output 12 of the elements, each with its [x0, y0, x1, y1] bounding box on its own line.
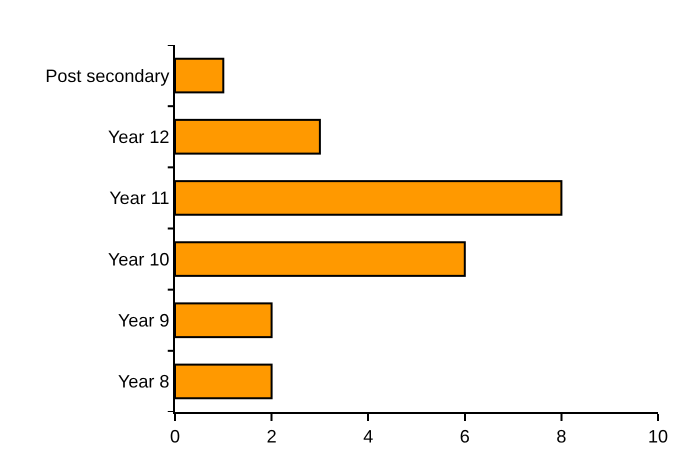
y-tick-label: Year 8	[118, 372, 170, 392]
x-tick-label: 2	[266, 426, 277, 447]
x-tick-label: 10	[648, 426, 668, 447]
x-tick-label: 4	[363, 426, 374, 447]
y-tick-label: Year 9	[118, 310, 170, 331]
y-tick-label: Post secondary	[45, 66, 170, 86]
x-tick-label: 8	[556, 426, 566, 447]
y-tick-label: Year 12	[108, 127, 170, 148]
x-tick-label: 0	[170, 426, 180, 447]
x-tick-label: 6	[460, 426, 470, 447]
y-tick-label: Year 10	[108, 249, 170, 270]
y-tick-label: Year 11	[109, 188, 170, 208]
